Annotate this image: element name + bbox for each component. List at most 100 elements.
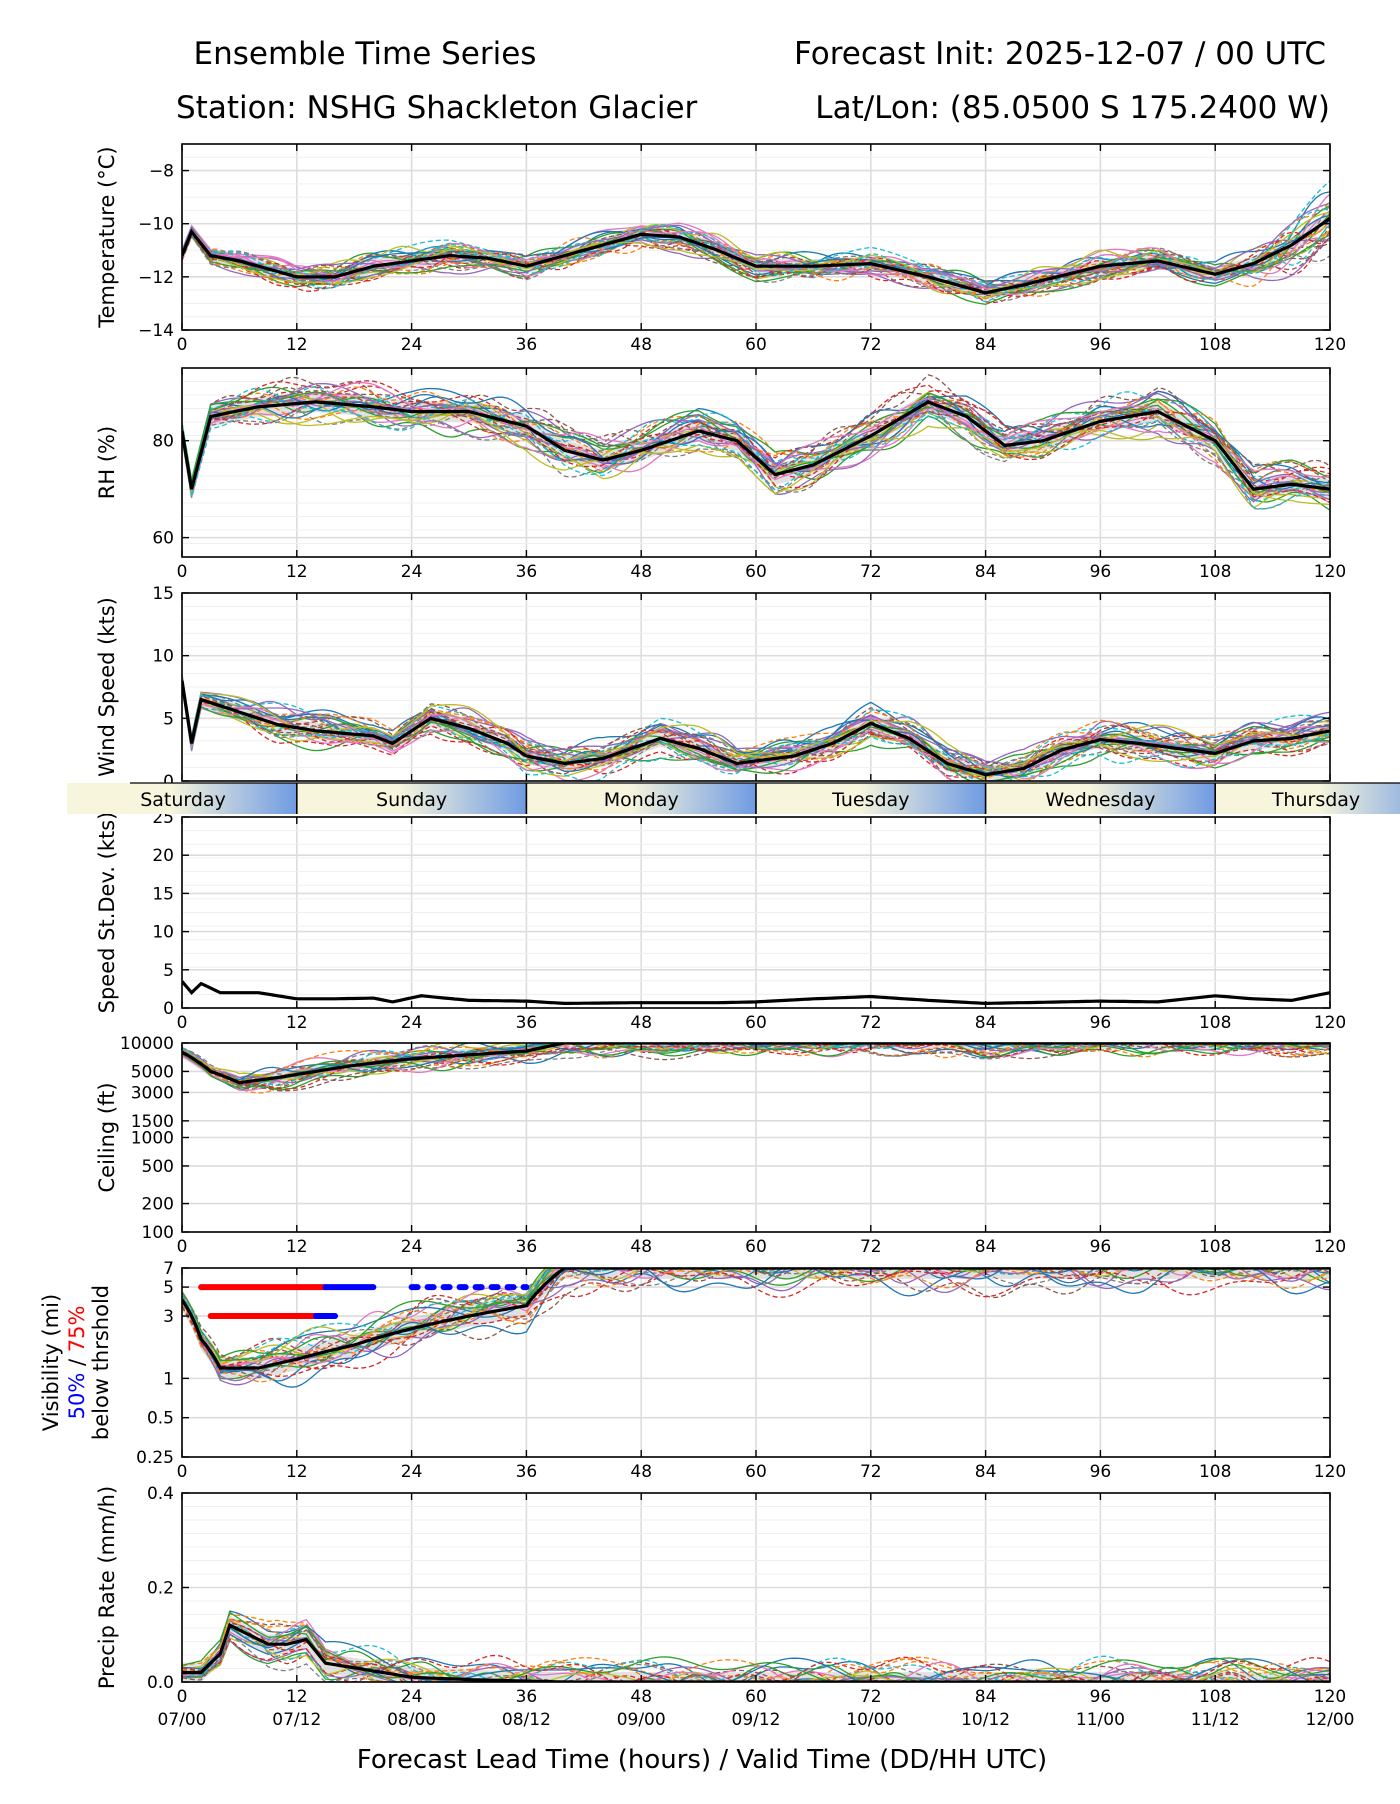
x-axis-title: Forecast Lead Time (hours) / Valid Time … [357, 1745, 1047, 1775]
y-tick-label: 500 [142, 1157, 174, 1177]
panel-wind_speed: 05101501224364860728496108120Wind Speed … [95, 584, 1331, 792]
x-tick-label: 108 [1199, 1013, 1231, 1033]
ensemble-mean-line [182, 1623, 1330, 1682]
spread-band [182, 391, 1330, 500]
latlon-label: Lat/Lon: (85.0500 S 175.2400 W) [815, 90, 1330, 126]
y-tick-label: 20 [152, 846, 174, 866]
y-tick-label: 10000 [120, 1034, 174, 1054]
y-tick-label: 0.5 [147, 1409, 174, 1429]
x-tick-label: 108 [1199, 335, 1231, 355]
x-tick-label: 60 [745, 1013, 767, 1033]
ensemble-member-line [182, 1268, 1330, 1386]
x-tick-label: 84 [975, 1687, 997, 1707]
x-tick-label: 12 [286, 1237, 308, 1257]
y-tick-label: 5 [163, 1278, 174, 1298]
ensemble-member-line [182, 386, 1330, 482]
day-band-cell [526, 783, 756, 814]
x-tick-label: 120 [1314, 1013, 1346, 1033]
x-tick-label: 72 [860, 1013, 882, 1033]
ensemble-member-line [182, 380, 1330, 492]
valid-time-label: 11/12 [1191, 1710, 1240, 1730]
x-tick-label: 24 [401, 1237, 423, 1257]
x-tick-label: 48 [630, 1237, 652, 1257]
day-band-cell [756, 783, 986, 814]
y-tick-label: 1000 [131, 1129, 174, 1149]
y-tick-label: 3000 [131, 1083, 174, 1103]
y-tick-label: 80 [152, 432, 174, 452]
x-tick-label: 84 [975, 562, 997, 582]
y-tick-label: 7 [163, 1259, 174, 1279]
ensemble-member-line [182, 386, 1330, 493]
y-tick-label: 0.4 [147, 1484, 174, 1504]
ensemble-member-line [182, 679, 1330, 775]
panels-group: −14−12−10−80 12 24 36 48 60 72 84 96 108 120Temper… [39, 143, 1400, 1730]
x-tick-label: 96 [1090, 562, 1112, 582]
ensemble-member-line [182, 1043, 1330, 1087]
valid-time-label: 09/12 [732, 1710, 781, 1730]
y-axis-label: Wind Speed (kts) [95, 597, 119, 777]
valid-time-label: 09/00 [617, 1710, 666, 1730]
x-tick-label: 24 [401, 1462, 423, 1482]
y-tick-label: 10 [152, 647, 174, 667]
ensemble-member-line [182, 385, 1330, 490]
station-label: Station: NSHG Shackleton Glacier [176, 90, 698, 126]
day-band-label: Tuesday [831, 789, 909, 811]
valid-time-label: 10/12 [961, 1710, 1010, 1730]
x-tick-label: 0 [177, 335, 188, 355]
ensemble-member-line [182, 224, 1330, 294]
ensemble-member-line [182, 1268, 1330, 1366]
valid-time-label: 07/00 [158, 1710, 207, 1730]
x-tick-label: 36 [516, 562, 538, 582]
x-tick-label: 60 [745, 562, 767, 582]
day-band-label: Monday [604, 789, 679, 811]
x-tick-label: 0 [177, 1237, 188, 1257]
x-tick-label: 72 [860, 1462, 882, 1482]
y-tick-label: −10 [138, 215, 174, 235]
x-tick-label: 96 [1090, 1687, 1112, 1707]
ensemble-member-line [182, 676, 1330, 774]
valid-time-label: 07/12 [272, 1710, 321, 1730]
ensemble-member-line [182, 228, 1330, 297]
day-band-cell [1215, 783, 1400, 814]
y-tick-label: −14 [138, 321, 174, 341]
valid-time-label: 12/00 [1306, 1710, 1355, 1730]
panel-temperature: −14 −12 −10 −8 0 12 24 36 48 60 72 84 96 108 120 Temper… [95, 143, 1346, 355]
ensemble-member-line [182, 1620, 1330, 1682]
ensemble-member-line [182, 1043, 1330, 1082]
ensemble-member-line [182, 398, 1330, 510]
x-tick-label: 120 [1314, 335, 1346, 355]
day-band-cell [67, 783, 297, 814]
y-tick-label: 15 [152, 584, 174, 604]
y-axis-label-threshold: 50% / 75% [65, 1306, 89, 1420]
ensemble-member-line [182, 1268, 1330, 1363]
valid-time-label: 08/00 [387, 1710, 436, 1730]
ensemble-member-line [182, 1268, 1330, 1373]
valid-time-label: 11/00 [1076, 1710, 1125, 1730]
y-tick-label: 0 [163, 999, 174, 1019]
x-tick-label: 24 [401, 562, 423, 582]
ensemble-member-line [182, 677, 1330, 769]
panel-precip_rate: 0.0 0.2 0.4 0 12 24 36 48 60 72 84 96 108 120 Precip R… [95, 1484, 1346, 1707]
ensemble-member-line [182, 221, 1330, 295]
plot-area [182, 374, 1330, 511]
plot-area [182, 1043, 1330, 1094]
ensemble-mean-line [182, 217, 1330, 295]
x-tick-label: 96 [1090, 1237, 1112, 1257]
day-band-label: Sunday [376, 789, 447, 811]
day-band-label: Thursday [1271, 789, 1360, 811]
y-tick-label: 0.25 [136, 1448, 174, 1468]
x-tick-label: 36 [516, 1687, 538, 1707]
x-tick-label: 12 [286, 562, 308, 582]
y-tick-label: 100 [142, 1223, 174, 1243]
ensemble-member-line [182, 1043, 1330, 1081]
ensemble-member-line [182, 382, 1330, 489]
x-tick-label: 36 [516, 1237, 538, 1257]
ensemble-mean-line [182, 400, 1330, 491]
x-tick-label: 60 [745, 1462, 767, 1482]
x-tick-label: 60 [745, 1687, 767, 1707]
ensemble-mean-line [182, 1268, 1330, 1370]
x-tick-label: 72 [860, 1687, 882, 1707]
ensemble-member-line [182, 1636, 1330, 1682]
